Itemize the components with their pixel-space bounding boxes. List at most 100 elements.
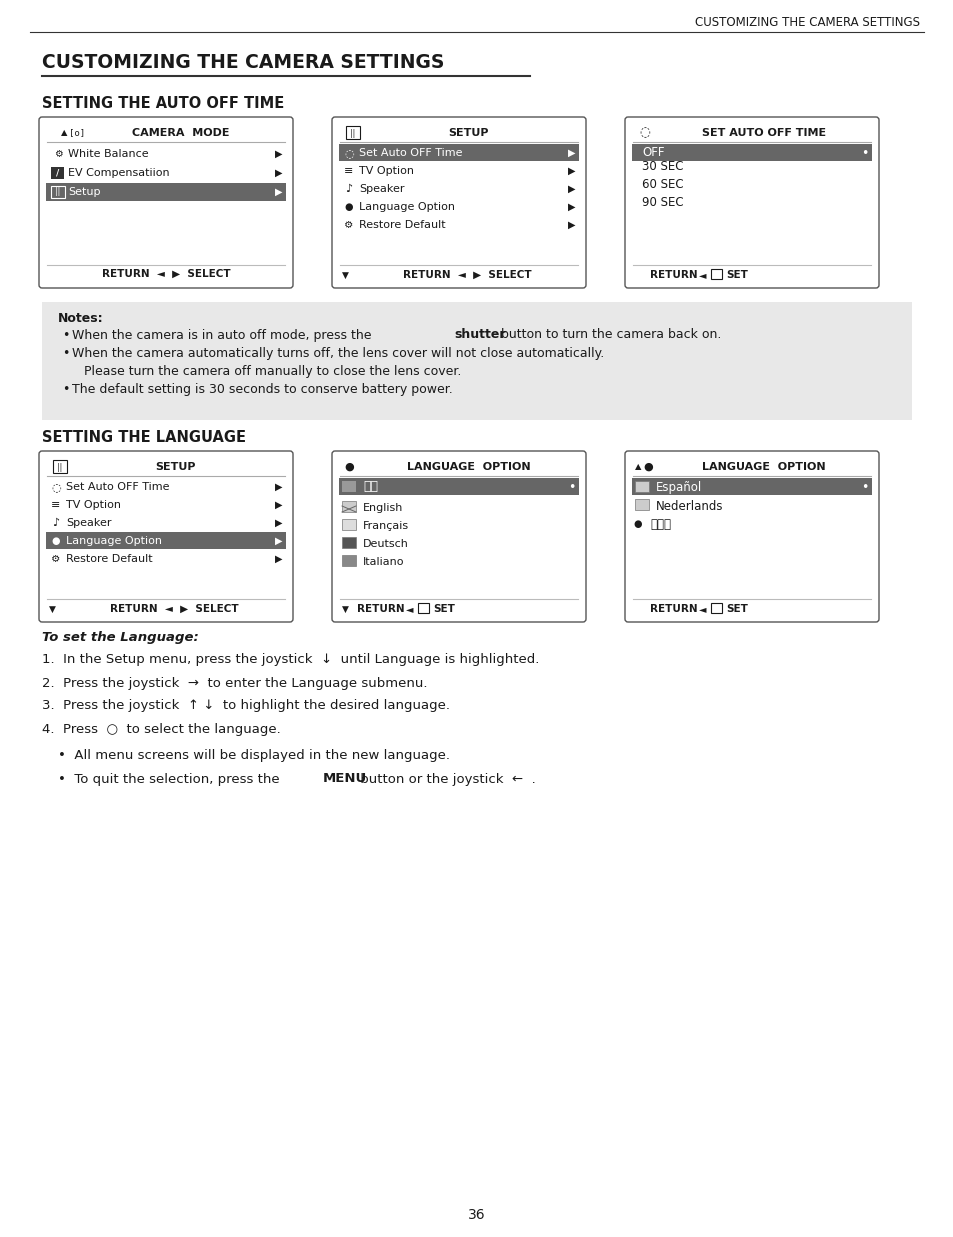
Text: ●: ● <box>344 461 354 473</box>
Text: ▶: ▶ <box>275 554 282 564</box>
Text: 90 SEC: 90 SEC <box>641 197 683 209</box>
Text: CUSTOMIZING THE CAMERA SETTINGS: CUSTOMIZING THE CAMERA SETTINGS <box>42 52 444 72</box>
Text: Speaker: Speaker <box>66 518 112 528</box>
Text: ▶: ▶ <box>568 148 576 158</box>
Bar <box>635 499 648 510</box>
Text: ⚙: ⚙ <box>53 148 62 160</box>
Text: ◄: ◄ <box>699 604 706 614</box>
Text: ♪: ♪ <box>52 518 59 528</box>
Text: ●: ● <box>642 461 652 473</box>
Text: RETURN  ◄  ▶  SELECT: RETURN ◄ ▶ SELECT <box>402 270 531 280</box>
Text: ◌: ◌ <box>51 482 61 492</box>
Text: ≡: ≡ <box>51 500 61 510</box>
Text: •: • <box>62 383 70 397</box>
Text: ◄: ◄ <box>699 270 706 280</box>
Text: button to turn the camera back on.: button to turn the camera back on. <box>497 329 720 341</box>
Text: 3.  Press the joystick  ↑ ↓  to highlight the desired language.: 3. Press the joystick ↑ ↓ to highlight t… <box>42 699 450 713</box>
Text: Speaker: Speaker <box>358 184 404 194</box>
Text: Italiano: Italiano <box>363 557 404 567</box>
Text: ||: || <box>350 129 355 137</box>
Text: ▶: ▶ <box>275 536 282 546</box>
Text: LANGUAGE  OPTION: LANGUAGE OPTION <box>407 461 530 473</box>
Text: White Balance: White Balance <box>68 148 149 160</box>
Text: 60 SEC: 60 SEC <box>641 178 683 192</box>
Text: ▶: ▶ <box>275 482 282 492</box>
Text: TV Option: TV Option <box>66 500 121 510</box>
Text: Setup: Setup <box>68 187 100 197</box>
Text: ≡: ≡ <box>344 166 354 176</box>
Text: ▶: ▶ <box>275 187 282 197</box>
Text: ◄: ◄ <box>406 604 414 614</box>
Text: •: • <box>861 146 868 160</box>
Bar <box>46 183 286 200</box>
Text: RETURN: RETURN <box>356 604 404 614</box>
Text: •  To quit the selection, press the: • To quit the selection, press the <box>58 772 284 785</box>
Text: shutter: shutter <box>454 329 505 341</box>
Text: SET: SET <box>433 604 455 614</box>
Text: SETUP: SETUP <box>155 461 196 473</box>
Text: LANGUAGE  OPTION: LANGUAGE OPTION <box>701 461 825 473</box>
Text: Notes:: Notes: <box>58 312 104 324</box>
Text: Deutsch: Deutsch <box>363 539 409 549</box>
FancyBboxPatch shape <box>624 452 878 622</box>
Text: ||: || <box>55 188 61 197</box>
Text: SETUP: SETUP <box>448 127 489 139</box>
Text: 日本語: 日本語 <box>649 517 670 531</box>
Text: •  All menu screens will be displayed in the new language.: • All menu screens will be displayed in … <box>58 750 450 762</box>
Text: ◌: ◌ <box>639 126 650 140</box>
Text: SETTING THE LANGUAGE: SETTING THE LANGUAGE <box>42 430 246 445</box>
Text: ▶: ▶ <box>275 518 282 528</box>
Text: 30 SEC: 30 SEC <box>641 161 682 173</box>
Text: When the camera automatically turns off, the lens cover will not close automatic: When the camera automatically turns off,… <box>71 348 603 360</box>
Bar <box>46 532 286 549</box>
FancyBboxPatch shape <box>624 118 878 288</box>
Text: ▲: ▲ <box>61 129 67 137</box>
Text: RETURN: RETURN <box>649 604 697 614</box>
Text: SET: SET <box>725 270 747 280</box>
Text: /: / <box>56 168 59 177</box>
Text: button or the joystick  ←  .: button or the joystick ← . <box>355 772 536 785</box>
Text: ▶: ▶ <box>275 148 282 160</box>
Text: CUSTOMIZING THE CAMERA SETTINGS: CUSTOMIZING THE CAMERA SETTINGS <box>695 16 919 28</box>
Text: OFF: OFF <box>641 146 664 160</box>
Bar <box>338 477 578 495</box>
Text: 中文: 中文 <box>363 480 377 494</box>
Text: Please turn the camera off manually to close the lens cover.: Please turn the camera off manually to c… <box>84 365 461 379</box>
Text: Español: Español <box>656 480 701 494</box>
Bar <box>346 126 359 139</box>
Bar <box>341 537 355 548</box>
Text: Nederlands: Nederlands <box>656 500 722 512</box>
Text: ♪: ♪ <box>345 184 353 194</box>
Text: ●: ● <box>344 202 353 212</box>
Text: 2.  Press the joystick  →  to enter the Language submenu.: 2. Press the joystick → to enter the Lan… <box>42 677 427 689</box>
Text: ⚙: ⚙ <box>344 220 354 230</box>
Text: 1.  In the Setup menu, press the joystick  ↓  until Language is highlighted.: 1. In the Setup menu, press the joystick… <box>42 653 538 667</box>
Text: Language Option: Language Option <box>66 536 162 546</box>
Text: ▼: ▼ <box>49 605 55 614</box>
Text: 4.  Press  ○  to select the language.: 4. Press ○ to select the language. <box>42 722 280 736</box>
Text: Restore Default: Restore Default <box>358 220 445 230</box>
Text: [o]: [o] <box>69 129 85 137</box>
Text: ▶: ▶ <box>275 168 282 178</box>
Bar <box>338 143 578 161</box>
Text: Language Option: Language Option <box>358 202 455 212</box>
Text: •: • <box>62 348 70 360</box>
Text: Set Auto OFF Time: Set Auto OFF Time <box>358 148 462 158</box>
Text: Set Auto OFF Time: Set Auto OFF Time <box>66 482 170 492</box>
Bar <box>635 481 648 492</box>
Text: ▲: ▲ <box>634 463 640 471</box>
Bar <box>631 143 871 161</box>
Bar <box>42 302 911 421</box>
Text: RETURN: RETURN <box>649 270 697 280</box>
Text: ◌: ◌ <box>344 148 354 158</box>
Text: SETTING THE AUTO OFF TIME: SETTING THE AUTO OFF TIME <box>42 95 284 110</box>
Bar <box>341 520 355 529</box>
Text: ⚙: ⚙ <box>51 554 61 564</box>
Text: ▼: ▼ <box>341 605 348 614</box>
Bar <box>341 555 355 567</box>
Text: English: English <box>363 503 403 513</box>
Bar <box>341 501 355 512</box>
Text: Français: Français <box>363 521 409 531</box>
Text: ||: || <box>57 463 63 471</box>
Text: TV Option: TV Option <box>358 166 414 176</box>
